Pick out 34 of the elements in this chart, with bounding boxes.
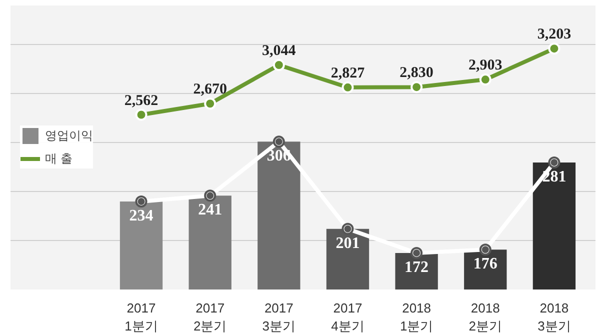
point [272, 58, 285, 71]
point [479, 74, 492, 86]
point [204, 98, 216, 110]
x-tick-label: 2017 3분기 [262, 300, 296, 334]
data-label: 2,830 [400, 65, 434, 82]
x-tick-label: 2017 2분기 [193, 300, 227, 334]
x-tick-label: 2017 4분기 [331, 300, 364, 334]
data-label: 172 [404, 258, 429, 276]
data-label: 2,562 [124, 92, 158, 109]
data-label: 3,044 [262, 42, 296, 59]
point [548, 42, 560, 55]
point [479, 244, 492, 256]
point [272, 136, 285, 148]
point [410, 81, 423, 94]
legend-label: 매 출 [45, 150, 72, 167]
point [135, 108, 148, 121]
x-tick-label: 2018 2분기 [468, 300, 502, 334]
data-label: 2,670 [193, 82, 227, 98]
x-tick-label: 2017 1분기 [124, 300, 158, 334]
data-label: 3,203 [537, 26, 572, 43]
point [204, 190, 216, 202]
data-label: 2,903 [468, 58, 502, 74]
point [410, 246, 423, 259]
x-tick-label: 2018 3분기 [538, 300, 571, 334]
data-label: 2,827 [330, 65, 366, 82]
data-label: 241 [198, 202, 222, 219]
legend-label: 영업이익 [45, 127, 93, 144]
data-label: 234 [129, 207, 154, 224]
point [135, 195, 148, 208]
data-label: 201 [336, 234, 360, 252]
point [342, 81, 354, 94]
x-tick-label: 2018 1분기 [400, 300, 434, 334]
data-label: 176 [473, 256, 498, 273]
point [548, 156, 560, 168]
